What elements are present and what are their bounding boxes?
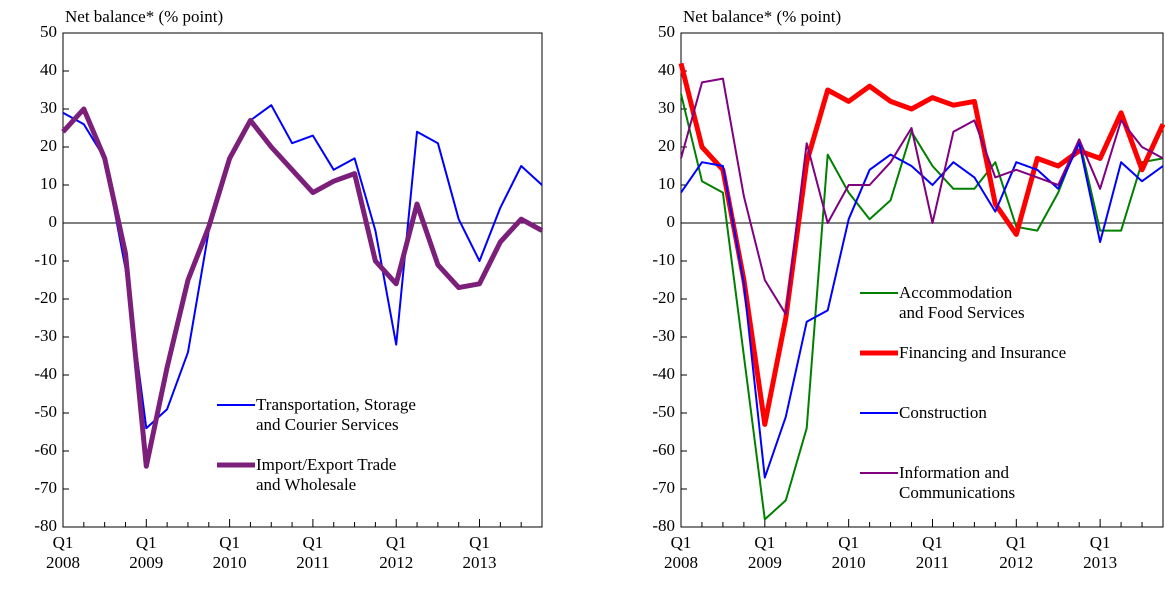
chart-title: Net balance* (% point) bbox=[683, 7, 841, 26]
y-tick-label: -20 bbox=[652, 288, 675, 307]
y-tick-label: -80 bbox=[652, 516, 675, 535]
y-tick-label: 20 bbox=[40, 136, 57, 155]
legend-label: Financing and Insurance bbox=[899, 343, 1067, 362]
x-tick-label: Q1 2008 bbox=[664, 533, 698, 572]
y-tick-label: 0 bbox=[667, 212, 676, 231]
y-tick-label: -40 bbox=[652, 364, 675, 383]
x-tick-label: Q1 2012 bbox=[379, 533, 414, 572]
legend-label: Import/Export Trade and Wholesale bbox=[256, 455, 397, 494]
plot-frame bbox=[62, 32, 543, 528]
series-line bbox=[62, 104, 543, 430]
x-tick-label: Q1 2013 bbox=[462, 533, 497, 572]
y-tick-label: 40 bbox=[40, 60, 57, 79]
x-tick-label: Q1 2010 bbox=[212, 533, 247, 572]
legend-label: Accommodation and Food Services bbox=[899, 283, 1025, 322]
y-tick-label: 10 bbox=[658, 174, 675, 193]
y-tick-label: -60 bbox=[652, 440, 675, 459]
y-tick-label: -70 bbox=[34, 478, 57, 497]
series-line bbox=[61, 106, 544, 469]
y-tick-label: 20 bbox=[658, 136, 675, 155]
series-line bbox=[680, 77, 1164, 316]
y-tick-label: -30 bbox=[652, 326, 675, 345]
x-tick-label: Q1 2013 bbox=[1083, 533, 1118, 572]
series-line bbox=[678, 62, 1165, 427]
x-tick-label: Q1 2012 bbox=[999, 533, 1034, 572]
y-tick-label: -60 bbox=[34, 440, 57, 459]
legend-label: Information and Communications bbox=[899, 463, 1016, 502]
y-tick-label: -50 bbox=[652, 402, 675, 421]
y-tick-label: 10 bbox=[40, 174, 57, 193]
y-tick-label: 30 bbox=[658, 98, 675, 117]
x-tick-label: Q1 2009 bbox=[747, 533, 782, 572]
x-tick-label: Q1 2009 bbox=[129, 533, 164, 572]
x-tick-label: Q1 2008 bbox=[46, 533, 80, 572]
x-tick-label: Q1 2011 bbox=[915, 533, 950, 572]
y-tick-label: -10 bbox=[652, 250, 675, 269]
y-tick-label: -20 bbox=[34, 288, 57, 307]
y-tick-label: 30 bbox=[40, 98, 57, 117]
y-tick-label: 50 bbox=[40, 22, 57, 41]
x-tick-label: Q1 2011 bbox=[296, 533, 330, 572]
y-tick-label: -40 bbox=[34, 364, 57, 383]
chart-title: Net balance* (% point) bbox=[65, 7, 223, 26]
y-tick-label: -50 bbox=[34, 402, 57, 421]
y-tick-label: -10 bbox=[34, 250, 57, 269]
y-tick-label: -30 bbox=[34, 326, 57, 345]
y-tick-label: -80 bbox=[34, 516, 57, 535]
y-tick-label: 50 bbox=[658, 22, 675, 41]
y-tick-label: 40 bbox=[658, 60, 675, 79]
x-tick-label: Q1 2010 bbox=[831, 533, 866, 572]
legend-label: Transportation, Storage and Courier Serv… bbox=[256, 395, 416, 434]
legend-label: Construction bbox=[899, 403, 987, 422]
plot-frame bbox=[680, 32, 1164, 528]
y-tick-label: -70 bbox=[652, 478, 675, 497]
y-tick-label: 0 bbox=[49, 212, 58, 231]
